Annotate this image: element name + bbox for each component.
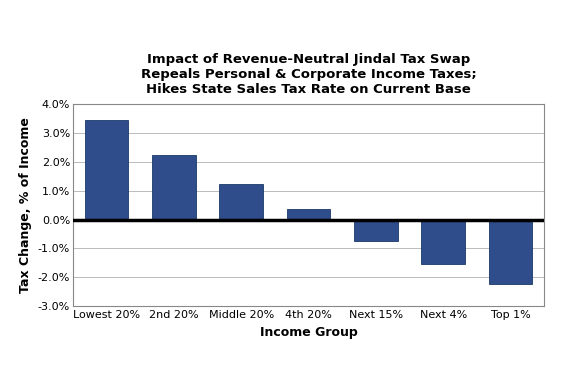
- Y-axis label: Tax Change, % of Income: Tax Change, % of Income: [19, 117, 32, 293]
- Bar: [489, 220, 532, 284]
- Bar: [152, 155, 196, 220]
- Bar: [354, 220, 398, 241]
- Bar: [421, 220, 465, 264]
- Bar: [85, 120, 128, 220]
- Title: Impact of Revenue-Neutral Jindal Tax Swap
Repeals Personal & Corporate Income Ta: Impact of Revenue-Neutral Jindal Tax Swa…: [141, 53, 476, 96]
- X-axis label: Income Group: Income Group: [260, 326, 357, 339]
- Bar: [219, 184, 263, 220]
- Bar: [287, 210, 330, 220]
